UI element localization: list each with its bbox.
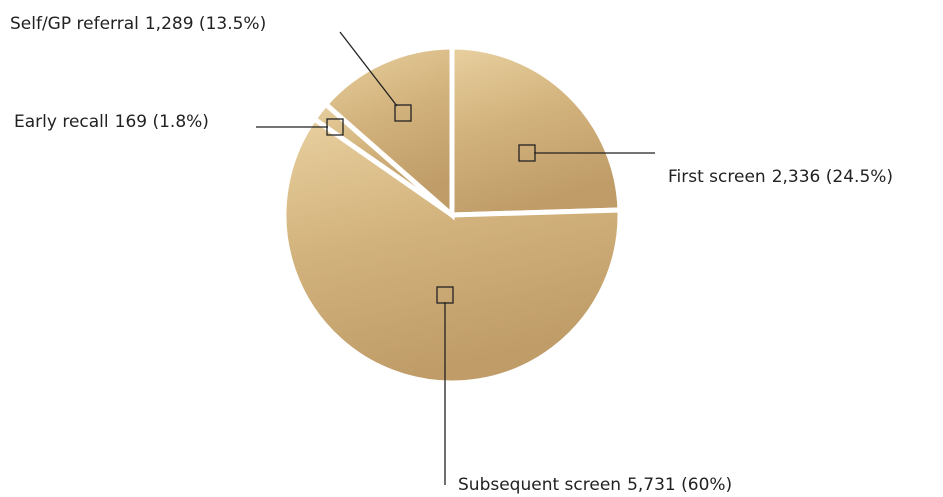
value-label: 169 (1.8%) [115, 112, 209, 132]
category-label: Early recall [14, 112, 109, 132]
slice-label: Early recall 169 (1.8%) [14, 112, 209, 132]
category-label: First screen [668, 167, 766, 187]
value-label: 1,289 (13.5%) [145, 14, 266, 34]
labels: First screen 2,336 (24.5%) Subsequent scre… [10, 14, 893, 495]
category-label: Self/GP referral [10, 14, 139, 34]
pie [281, 44, 623, 386]
slice-label: Self/GP referral 1,289 (13.5%) [10, 14, 266, 34]
pie-slice [449, 44, 623, 218]
label-marker [394, 104, 412, 122]
pie-slice [281, 115, 623, 386]
slice-label: Subsequent screen 5,731 (60%) [458, 475, 732, 495]
category-label: Subsequent screen [458, 475, 621, 495]
pie-slice [322, 44, 455, 221]
value-label: 5,731 (60%) [627, 475, 732, 495]
value-label: 2,336 (24.5%) [772, 167, 893, 187]
slice-label: First screen 2,336 (24.5%) [668, 167, 893, 187]
leader-line [339, 31, 398, 107]
